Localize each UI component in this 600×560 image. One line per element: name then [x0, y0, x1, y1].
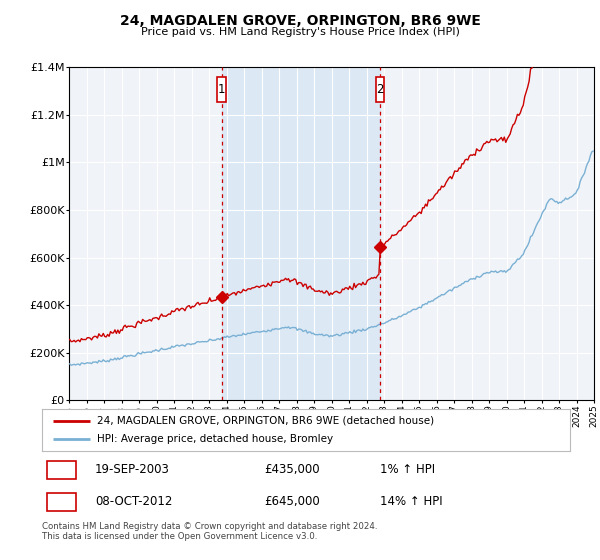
Text: 19-SEP-2003: 19-SEP-2003: [95, 463, 170, 476]
Bar: [217, 77, 226, 102]
Text: 14% ↑ HPI: 14% ↑ HPI: [380, 496, 443, 508]
Text: 1: 1: [58, 463, 66, 476]
Text: 24, MAGDALEN GROVE, ORPINGTON, BR6 9WE (detached house): 24, MAGDALEN GROVE, ORPINGTON, BR6 9WE (…: [97, 416, 434, 426]
FancyBboxPatch shape: [47, 493, 76, 511]
Text: HPI: Average price, detached house, Bromley: HPI: Average price, detached house, Brom…: [97, 434, 334, 444]
Bar: [221, 67, 380, 400]
Text: 2: 2: [376, 83, 384, 96]
Text: 1: 1: [218, 83, 226, 96]
Text: Price paid vs. HM Land Registry's House Price Index (HPI): Price paid vs. HM Land Registry's House …: [140, 27, 460, 37]
Text: Contains HM Land Registry data © Crown copyright and database right 2024.
This d: Contains HM Land Registry data © Crown c…: [42, 522, 377, 542]
Text: 1% ↑ HPI: 1% ↑ HPI: [380, 463, 435, 476]
Bar: [376, 77, 385, 102]
Text: £645,000: £645,000: [264, 496, 320, 508]
Text: £435,000: £435,000: [264, 463, 319, 476]
Text: 2: 2: [58, 496, 66, 508]
Text: 08-OCT-2012: 08-OCT-2012: [95, 496, 172, 508]
FancyBboxPatch shape: [47, 461, 76, 479]
Text: 24, MAGDALEN GROVE, ORPINGTON, BR6 9WE: 24, MAGDALEN GROVE, ORPINGTON, BR6 9WE: [119, 14, 481, 28]
